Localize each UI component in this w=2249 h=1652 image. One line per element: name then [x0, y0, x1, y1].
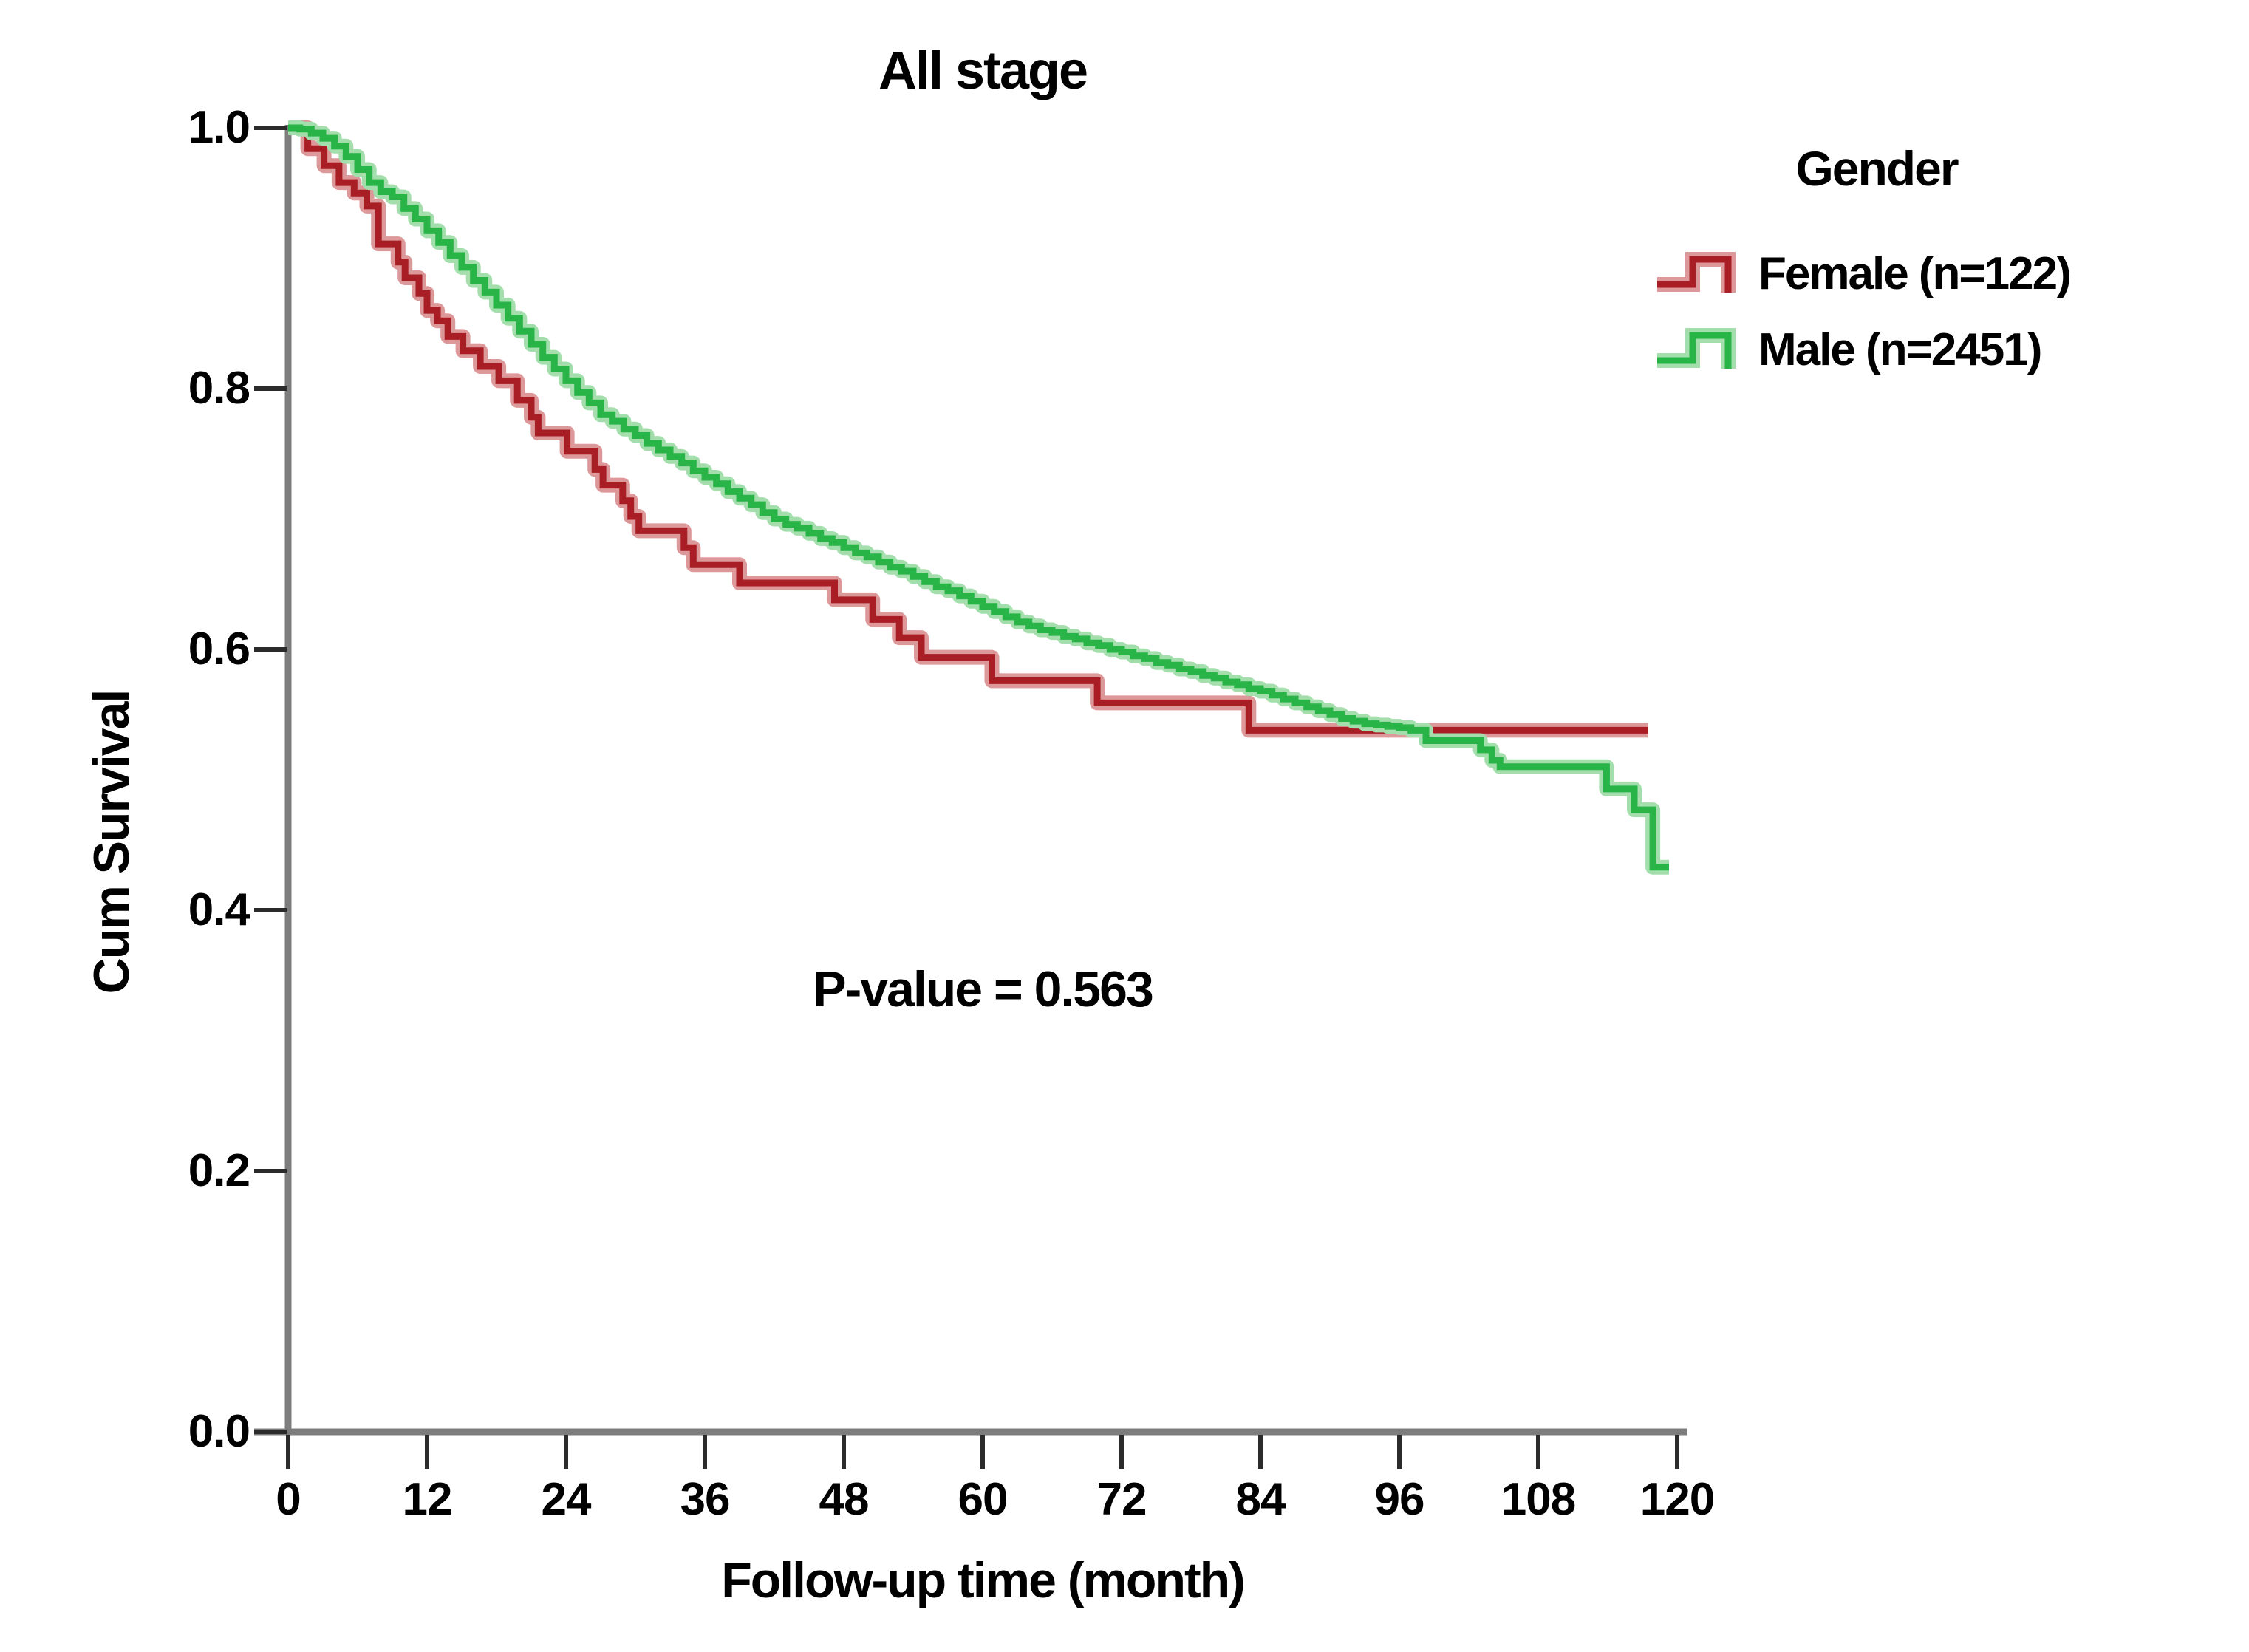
- legend-item-male: Male (n=2451): [1655, 316, 2042, 383]
- y-tick-label: 0.2: [188, 1145, 250, 1196]
- x-tick-label: 12: [402, 1474, 453, 1525]
- x-tick-label: 36: [680, 1474, 731, 1525]
- x-tick-label: 84: [1235, 1474, 1286, 1525]
- male-step-line-icon: [1657, 328, 1736, 369]
- x-tick-label: 120: [1639, 1474, 1715, 1525]
- legend-label-female: Female (n=122): [1758, 248, 2072, 299]
- series-halo-1: [288, 120, 1669, 875]
- tick-marks: [254, 126, 1679, 1469]
- y-tick-label: 0.6: [188, 624, 250, 675]
- y-tick-label: 0.4: [188, 884, 250, 935]
- legend-title: Gender: [1795, 141, 1959, 196]
- x-tick-label: 72: [1096, 1474, 1147, 1525]
- y-tick-label: 0.0: [188, 1406, 250, 1457]
- series-halo-0: [288, 120, 1648, 738]
- legend-item-female: Female (n=122): [1655, 240, 2072, 307]
- x-tick-label: 108: [1501, 1474, 1576, 1525]
- x-axis-title: Follow-up time (month): [721, 1552, 1246, 1608]
- survival-curves: [288, 120, 1669, 875]
- axes: [254, 125, 1687, 1436]
- female-step-line-icon: [1657, 252, 1736, 293]
- x-tick-label: 0: [276, 1474, 301, 1525]
- chart-title: All stage: [878, 41, 1088, 100]
- legend-label-male: Male (n=2451): [1758, 324, 2042, 375]
- p-value-annotation: P-value = 0.563: [813, 961, 1154, 1017]
- y-tick-label: 0.8: [188, 363, 250, 414]
- series-line-0: [288, 124, 1648, 734]
- x-tick-label: 24: [541, 1474, 592, 1525]
- y-tick-label: 1.0: [188, 102, 250, 153]
- series-line-1: [288, 124, 1669, 871]
- x-tick-label: 96: [1374, 1474, 1425, 1525]
- x-tick-label: 48: [819, 1474, 870, 1525]
- x-tick-label: 60: [958, 1474, 1009, 1525]
